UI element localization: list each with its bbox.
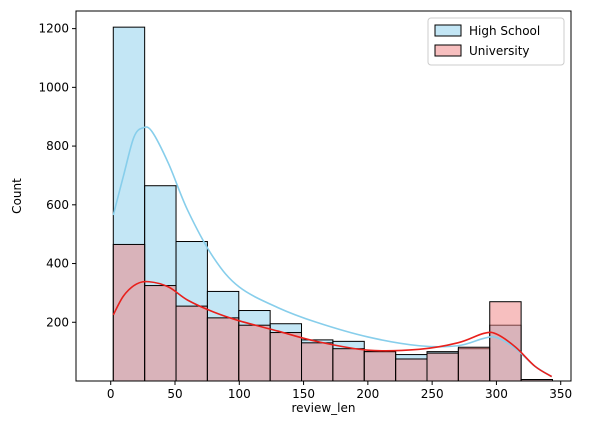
series-bars — [112, 243, 553, 381]
plot-area — [112, 26, 553, 381]
y-tick-label: 400 — [46, 257, 69, 271]
x-tick-label: 200 — [356, 387, 379, 401]
x-tick-label: 250 — [421, 387, 444, 401]
x-tick-label: 150 — [292, 387, 315, 401]
histogram-bar — [301, 342, 334, 381]
y-axis-label: Count — [10, 178, 24, 214]
x-tick-label: 350 — [549, 387, 572, 401]
histogram-bar — [426, 352, 459, 381]
axes: 0 50 100 150 200 250 300 350 200 400 600 800 1000 120… — [10, 10, 572, 415]
kde-line — [112, 126, 553, 378]
histogram-bar — [363, 351, 397, 381]
histogram-bar — [144, 285, 177, 381]
y-tick-label: 800 — [46, 139, 69, 153]
histogram-bar — [457, 346, 491, 381]
y-tick-label: 600 — [46, 198, 69, 212]
kde-line — [112, 280, 553, 378]
histogram-bar — [112, 243, 146, 381]
legend: High School University — [427, 17, 565, 66]
histogram-bar — [269, 332, 303, 381]
x-axis-label: review_len — [291, 401, 355, 415]
x-tick-label: 0 — [107, 387, 115, 401]
x-tick-label: 100 — [228, 387, 251, 401]
y-tick-label: 1000 — [38, 80, 69, 94]
y-tick-label: 200 — [46, 315, 69, 329]
x-tick-label: 300 — [485, 387, 508, 401]
histogram-bar — [332, 348, 365, 381]
legend-box — [427, 17, 565, 66]
histogram-bar — [206, 317, 240, 381]
histogram-bar — [175, 305, 208, 381]
x-tick-label: 50 — [167, 387, 182, 401]
legend-swatch — [434, 24, 462, 37]
axes-frame — [75, 10, 572, 382]
legend-swatch — [434, 44, 462, 57]
legend-label: University — [469, 44, 530, 58]
y-tick-label: 1200 — [38, 22, 69, 36]
histogram-bar — [395, 358, 428, 381]
legend-label: High School — [469, 24, 540, 38]
histogram-bar — [238, 324, 271, 381]
